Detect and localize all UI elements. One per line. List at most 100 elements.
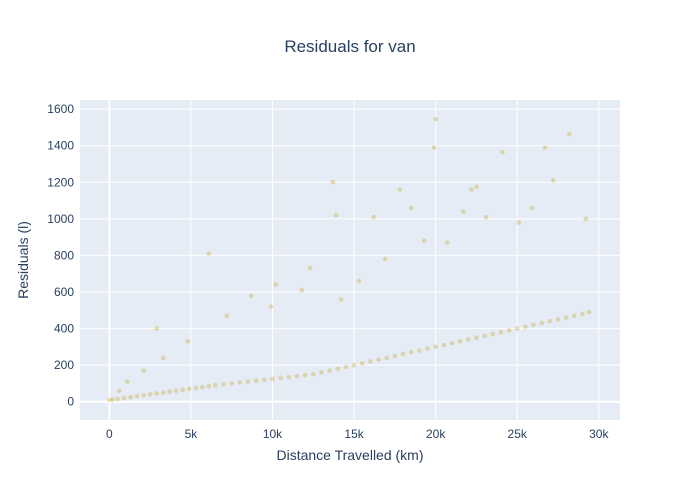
plot-area <box>80 100 620 420</box>
data-point <box>185 339 190 344</box>
data-point <box>360 361 365 366</box>
data-point <box>433 117 438 122</box>
y-tick-label: 600 <box>54 285 74 299</box>
data-point <box>474 335 479 340</box>
chart-title: Residuals for van <box>284 37 415 56</box>
x-tick-label: 0 <box>106 427 113 441</box>
data-point <box>238 380 243 385</box>
data-point <box>141 368 146 373</box>
data-point <box>254 378 259 383</box>
data-point <box>499 330 504 335</box>
y-tick-label: 200 <box>54 358 74 372</box>
x-tick-label: 30k <box>589 427 609 441</box>
data-point <box>490 332 495 337</box>
data-point <box>269 304 274 309</box>
data-point <box>539 321 544 326</box>
data-point <box>383 257 388 262</box>
data-point <box>207 384 212 389</box>
data-point <box>110 397 115 402</box>
data-point <box>352 363 357 368</box>
data-point <box>507 328 512 333</box>
data-point <box>229 381 234 386</box>
data-point <box>422 239 427 244</box>
x-tick-label: 10k <box>263 427 283 441</box>
data-point <box>300 288 305 293</box>
data-point <box>530 206 535 211</box>
data-point <box>308 266 313 271</box>
data-point <box>384 356 389 361</box>
data-point <box>397 187 402 192</box>
x-tick-label: 5k <box>185 427 199 441</box>
y-tick-label: 0 <box>67 395 74 409</box>
y-tick-label: 1600 <box>47 102 74 116</box>
data-point <box>474 185 479 190</box>
data-point <box>246 379 251 384</box>
y-tick-label: 1200 <box>47 175 74 189</box>
data-point <box>371 215 376 220</box>
data-point <box>135 394 140 399</box>
data-point <box>327 368 332 373</box>
data-point <box>572 313 577 318</box>
data-point <box>432 145 437 150</box>
data-point <box>221 382 226 387</box>
data-point <box>335 367 340 372</box>
data-point <box>303 373 308 378</box>
data-point <box>225 313 230 318</box>
data-point <box>445 240 450 245</box>
data-point <box>433 345 438 350</box>
data-point <box>548 319 553 324</box>
data-point <box>461 209 466 214</box>
data-point <box>180 388 185 393</box>
data-point <box>213 383 218 388</box>
data-point <box>401 352 406 357</box>
data-point <box>567 132 572 137</box>
data-point <box>417 348 422 353</box>
data-point <box>409 350 414 355</box>
data-point <box>141 393 146 398</box>
data-point <box>161 390 166 395</box>
data-point <box>368 359 373 364</box>
data-point <box>551 178 556 183</box>
data-point <box>194 386 199 391</box>
data-point <box>484 215 489 220</box>
data-point <box>482 334 487 339</box>
data-point <box>128 395 133 400</box>
x-tick-label: 20k <box>426 427 446 441</box>
y-tick-label: 400 <box>54 322 74 336</box>
y-tick-label: 800 <box>54 248 74 262</box>
data-point <box>580 312 585 317</box>
data-point <box>517 220 522 225</box>
data-point <box>154 391 159 396</box>
data-point <box>117 388 122 393</box>
data-point <box>167 389 172 394</box>
data-point <box>174 388 179 393</box>
data-point <box>409 206 414 211</box>
data-point <box>469 187 474 192</box>
x-axis-title: Distance Travelled (km) <box>276 447 423 463</box>
data-point <box>466 337 471 342</box>
data-point <box>270 377 275 382</box>
data-point <box>531 323 536 328</box>
data-point <box>273 282 278 287</box>
data-point <box>556 317 561 322</box>
data-point <box>200 385 205 390</box>
data-point <box>564 315 569 320</box>
data-point <box>425 346 430 351</box>
data-point <box>148 392 153 397</box>
y-axis-title: Residuals (l) <box>15 221 31 299</box>
data-point <box>587 310 592 315</box>
data-point <box>458 339 463 344</box>
data-point <box>154 326 159 331</box>
data-point <box>161 356 166 361</box>
data-point <box>339 297 344 302</box>
data-point <box>295 374 300 379</box>
data-point <box>319 370 324 375</box>
data-point <box>249 293 254 298</box>
data-point <box>357 279 362 284</box>
data-point <box>125 379 130 384</box>
data-point <box>278 376 283 381</box>
data-point <box>500 150 505 155</box>
data-point <box>344 365 349 370</box>
y-tick-label: 1400 <box>47 139 74 153</box>
